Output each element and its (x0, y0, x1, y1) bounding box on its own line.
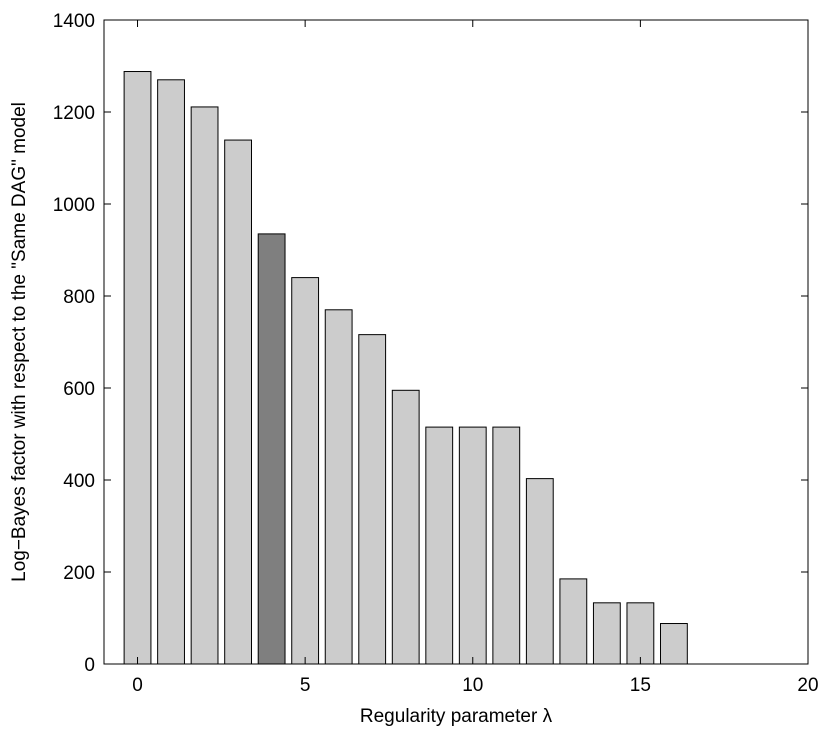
bar (492, 426, 521, 665)
bar (391, 389, 420, 665)
bar (358, 334, 387, 665)
bar (291, 277, 320, 665)
y-tick-label: 800 (63, 287, 95, 308)
y-tick-label: 1000 (53, 195, 95, 216)
y-tick-label: 200 (63, 563, 95, 584)
x-tick-label: 5 (300, 675, 311, 696)
bar (559, 578, 588, 665)
x-tick-label: 15 (630, 675, 651, 696)
bar (592, 602, 621, 665)
bar (157, 79, 185, 665)
y-axis-label: Log−Bayes factor with respect to the "Sa… (9, 102, 30, 582)
bars-group (123, 71, 688, 665)
bar (659, 623, 688, 665)
bar (123, 71, 152, 665)
x-tick-label: 10 (462, 675, 483, 696)
bar (425, 426, 454, 665)
y-tick-label: 1400 (53, 11, 95, 32)
bar (525, 478, 554, 665)
bar (190, 106, 219, 665)
axes-frame (103, 19, 809, 665)
y-tick-label: 1200 (53, 103, 95, 124)
bar (324, 309, 353, 665)
x-axis-label: Regularity parameter λ (360, 706, 553, 727)
y-tick-label: 0 (84, 655, 95, 676)
x-tick-label: 20 (797, 675, 818, 696)
y-tick-label: 400 (63, 471, 95, 492)
x-tick-label: 0 (132, 675, 143, 696)
bar (458, 426, 487, 665)
bar (224, 139, 253, 665)
bar (626, 602, 655, 665)
y-tick-label: 600 (63, 379, 95, 400)
bar-highlighted (257, 233, 286, 665)
